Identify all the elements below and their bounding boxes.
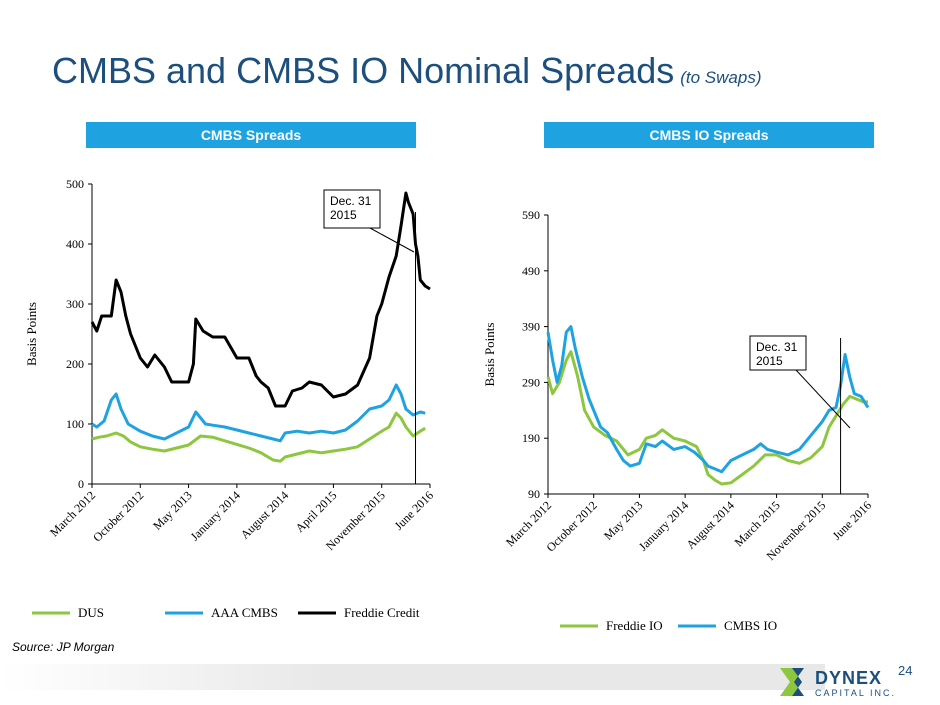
page-number: 24 (898, 663, 913, 678)
annotation-line-2: 2015 (756, 354, 783, 368)
x-tick-label: January 2014 (636, 498, 691, 553)
cmbs-spreads-header: CMBS Spreads (86, 122, 416, 148)
y-tick-label: 0 (78, 477, 84, 491)
x-tick-label: June 2016 (830, 498, 875, 543)
y-tick-label: 500 (66, 177, 84, 191)
y-tick-label: 490 (522, 264, 540, 278)
cmbs-io-spreads-header: CMBS IO Spreads (544, 122, 874, 148)
x-tick-label: August 2014 (238, 488, 292, 542)
series-line-dus (91, 411, 426, 463)
series-line-freddie-credit (90, 191, 431, 408)
dynex-logo-icon (780, 668, 804, 696)
x-tick-label: April 2015 (293, 488, 340, 535)
x-tick-label: August 2014 (683, 498, 737, 552)
y-tick-label: 100 (66, 417, 84, 431)
legend-label: Freddie Credit (344, 605, 420, 620)
annotation-pointer (795, 369, 851, 429)
cmbs-spreads-chart: 0 100 200 300 400 500 Basis Points March 2012Oc… (24, 177, 437, 620)
legend-label: CMBS IO (724, 618, 777, 633)
annotation-line-2: 2015 (330, 208, 357, 222)
y-tick-label: 590 (522, 208, 540, 222)
title-subtitle: (to Swaps) (680, 68, 762, 87)
logo-text: DYNEX (815, 668, 883, 688)
x-tick-label: January 2014 (188, 488, 243, 543)
annotation-pointer (369, 227, 415, 253)
series-line-cmbs-io (546, 325, 870, 474)
y-tick-label: 90 (528, 487, 540, 501)
y-axis-label: Basis Points (24, 302, 39, 366)
page-title: CMBS and CMBS IO Nominal Spreads (to Swap… (52, 50, 761, 92)
legend-label: DUS (78, 605, 104, 620)
footer-band (0, 664, 825, 690)
legend-label: Freddie IO (606, 618, 663, 633)
x-tick-label: May 2013 (150, 488, 195, 533)
title-main: CMBS and CMBS IO Nominal Spreads (52, 50, 675, 91)
legend-label: AAA CMBS (211, 605, 278, 620)
y-tick-label: 190 (522, 431, 540, 445)
annotation-box (749, 335, 807, 371)
y-tick-label: 400 (66, 237, 84, 251)
x-tick-label: June 2016 (392, 488, 437, 533)
source-note: Source: JP Morgan (12, 640, 115, 654)
annotation-line-1: Dec. 31 (756, 340, 798, 354)
logo-subtext: CAPITAL INC. (815, 688, 897, 698)
x-tick-label: May 2013 (601, 498, 646, 543)
y-tick-label: 200 (66, 357, 84, 371)
annotation-line-1: Dec. 31 (330, 194, 372, 208)
annotation-box (323, 189, 381, 229)
series-line-freddie-io (546, 350, 868, 486)
y-tick-label: 300 (66, 297, 84, 311)
series-line-aaa-cmbs (91, 383, 426, 443)
y-tick-label: 290 (522, 375, 540, 389)
x-tick-label: March 2012 (47, 488, 98, 539)
y-axis-label: Basis Points (482, 323, 497, 387)
y-tick-label: 390 (522, 320, 540, 334)
x-tick-label: October 2012 (90, 488, 146, 544)
